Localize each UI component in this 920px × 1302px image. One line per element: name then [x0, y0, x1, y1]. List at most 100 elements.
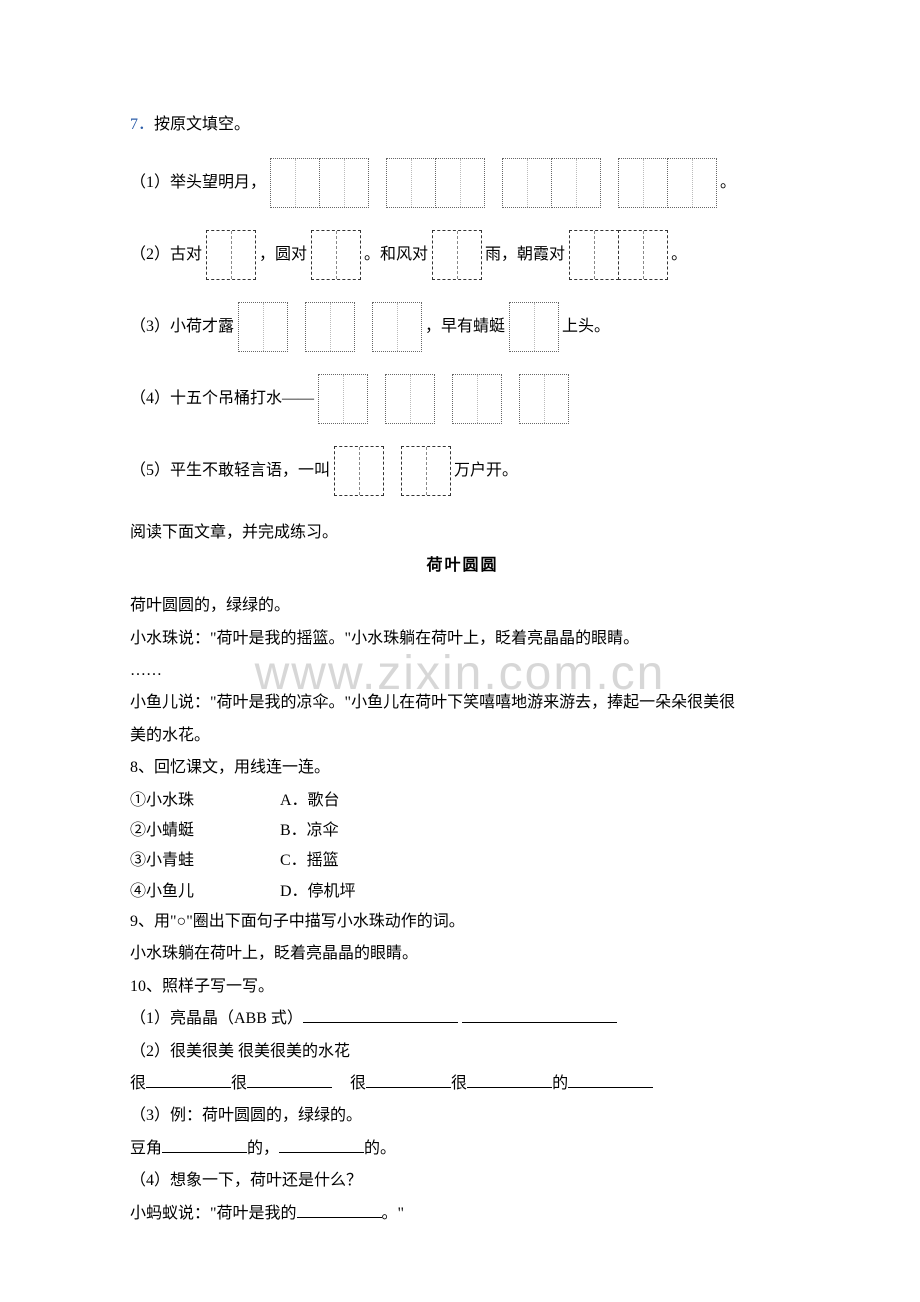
fill-box[interactable] — [372, 302, 422, 352]
q7-4-pre: （4）十五个吊桶打水—— — [130, 384, 314, 414]
fill-box[interactable] — [519, 374, 569, 424]
blank-field[interactable] — [467, 1070, 552, 1088]
q8-left: ③小青蛙 — [130, 846, 280, 876]
blank-field[interactable] — [303, 1006, 458, 1024]
fill-box[interactable] — [618, 230, 668, 280]
reading-instruction: 阅读下面文章，并完成练习。 — [130, 518, 795, 548]
reading-p1: 荷叶圆圆的，绿绿的。 — [130, 591, 795, 621]
q7-2-mid2: 。和风对 — [364, 240, 428, 270]
box-group — [270, 158, 368, 208]
fill-box[interactable] — [206, 230, 256, 280]
blank-field[interactable] — [279, 1135, 364, 1153]
q9-title: 9、用"○"圈出下面句子中描写小水珠动作的词。 — [130, 907, 795, 937]
fill-box[interactable] — [386, 158, 436, 208]
q10-l3e: 的 — [552, 1075, 568, 1092]
q10-title: 10、照样子写一写。 — [130, 972, 795, 1002]
q8-row-3: ③小青蛙C．摇篮 — [130, 846, 795, 876]
q7-item-3: （3）小荷才露 ，早有蜻蜓 上头。 — [130, 302, 795, 352]
box-group — [569, 230, 667, 280]
box-group — [618, 158, 716, 208]
q8-right: B．凉伞 — [280, 816, 339, 846]
q10-l7a: 小蚂蚁说："荷叶是我的 — [130, 1205, 297, 1222]
q7-item-2: （2）古对 ，圆对 。和风对 雨，朝霞对 。 — [130, 230, 795, 280]
q10-line2: （2）很美很美 很美很美的水花 — [130, 1037, 795, 1067]
blank-field[interactable] — [162, 1135, 247, 1153]
blank-field[interactable] — [247, 1070, 332, 1088]
box-group — [432, 230, 481, 280]
fill-box[interactable] — [401, 446, 451, 496]
fill-box[interactable] — [311, 230, 361, 280]
q7-5-pre: （5）平生不敢轻言语，一叫 — [130, 456, 330, 486]
q8-left: ①小水珠 — [130, 786, 280, 816]
fill-box[interactable] — [238, 302, 288, 352]
fill-box[interactable] — [435, 158, 485, 208]
box-group — [311, 230, 360, 280]
q10-line4: （3）例：荷叶圆圆的，绿绿的。 — [130, 1101, 795, 1131]
reading-p2: 小水珠说："荷叶是我的摇篮。"小水珠躺在荷叶上，眨着亮晶晶的眼睛。 — [130, 624, 795, 654]
box-group — [305, 302, 354, 352]
box-group — [401, 446, 450, 496]
box-group — [318, 374, 367, 424]
q10-l3b: 很 — [231, 1075, 247, 1092]
q10-line1: （1）亮晶晶（ABB 式） — [130, 1004, 795, 1034]
q7-number: 7． — [130, 116, 154, 133]
blank-field[interactable] — [146, 1070, 231, 1088]
blank-field[interactable] — [462, 1006, 617, 1024]
reading-title: 荷叶圆圆 — [130, 551, 795, 581]
q7-5-post: 万户开。 — [454, 456, 518, 486]
q8-row-2: ②小蜻蜓B．凉伞 — [130, 816, 795, 846]
q7-2-pre: （2）古对 — [130, 240, 202, 270]
box-group — [334, 446, 383, 496]
box-group — [238, 302, 287, 352]
q10-l5a: 豆角 — [130, 1140, 162, 1157]
blank-field[interactable] — [568, 1070, 653, 1088]
fill-box[interactable] — [618, 158, 668, 208]
fill-box[interactable] — [452, 374, 502, 424]
q7-item-1: （1）举头望明月， 。 — [130, 158, 795, 208]
q10-l5c: 的。 — [364, 1140, 396, 1157]
box-group — [509, 302, 558, 352]
q8-right: A．歌台 — [280, 786, 340, 816]
box-group — [385, 374, 434, 424]
q7-title: 7．按原文填空。 — [130, 110, 795, 140]
fill-box[interactable] — [432, 230, 482, 280]
fill-box[interactable] — [551, 158, 601, 208]
q10-l7b: 。" — [382, 1205, 405, 1222]
box-group — [519, 374, 568, 424]
q7-3-pre: （3）小荷才露 — [130, 312, 234, 342]
q8-right: D．停机坪 — [280, 877, 356, 907]
q8-left: ②小蜻蜓 — [130, 816, 280, 846]
fill-box[interactable] — [270, 158, 320, 208]
q10-l1: （1）亮晶晶（ABB 式） — [130, 1010, 303, 1027]
blank-field[interactable] — [366, 1070, 451, 1088]
reading-p3: …… — [130, 656, 795, 686]
q10-line3: 很很很很的 — [130, 1069, 795, 1099]
fill-box[interactable] — [569, 230, 619, 280]
fill-box[interactable] — [385, 374, 435, 424]
fill-box[interactable] — [667, 158, 717, 208]
q7-2-post: 。 — [671, 240, 687, 270]
fill-box[interactable] — [305, 302, 355, 352]
fill-box[interactable] — [502, 158, 552, 208]
q8-row-1: ①小水珠A．歌台 — [130, 786, 795, 816]
q8-left: ④小鱼儿 — [130, 877, 280, 907]
q7-title-text: 按原文填空。 — [154, 116, 250, 133]
q8-title: 8、回忆课文，用线连一连。 — [130, 753, 795, 783]
q10-line7: 小蚂蚁说："荷叶是我的 。" — [130, 1199, 795, 1229]
q7-3-post: 上头。 — [562, 312, 610, 342]
reading-p4a: 小鱼儿说："荷叶是我的凉伞。"小鱼儿在荷叶下笑嘻嘻地游来游去，捧起一朵朵很美很 — [130, 688, 795, 718]
q10-l3d: 很 — [451, 1075, 467, 1092]
q10-l3a: 很 — [130, 1075, 146, 1092]
q10-line5: 豆角 的， 的。 — [130, 1134, 795, 1164]
q10-l5b: 的， — [247, 1140, 279, 1157]
q7-1-pre: （1）举头望明月， — [130, 168, 266, 198]
blank-field[interactable] — [297, 1200, 382, 1218]
fill-box[interactable] — [334, 446, 384, 496]
box-group — [372, 302, 421, 352]
fill-box[interactable] — [318, 374, 368, 424]
fill-box[interactable] — [509, 302, 559, 352]
fill-box[interactable] — [319, 158, 369, 208]
q9-sentence: 小水珠躺在荷叶上，眨着亮晶晶的眼睛。 — [130, 939, 795, 969]
q10-l3c: 很 — [350, 1075, 366, 1092]
q7-2-mid1: ，圆对 — [259, 240, 307, 270]
